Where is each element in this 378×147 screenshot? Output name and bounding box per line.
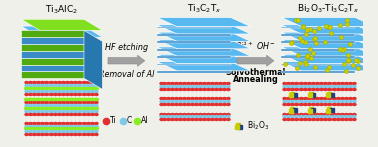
Polygon shape xyxy=(21,40,102,51)
Polygon shape xyxy=(281,25,375,34)
FancyArrow shape xyxy=(237,55,274,66)
Polygon shape xyxy=(21,58,84,65)
Polygon shape xyxy=(281,17,375,27)
Text: Ti$_3$AlC$_2$: Ti$_3$AlC$_2$ xyxy=(45,4,78,16)
Polygon shape xyxy=(157,56,231,58)
Polygon shape xyxy=(21,60,102,71)
Polygon shape xyxy=(21,44,84,51)
Text: Bi$^{3+}$ OH$^-$: Bi$^{3+}$ OH$^-$ xyxy=(235,40,276,52)
Polygon shape xyxy=(157,41,231,43)
Polygon shape xyxy=(281,56,355,58)
Polygon shape xyxy=(281,49,355,51)
Text: Ti$_3$C$_2$T$_x$: Ti$_3$C$_2$T$_x$ xyxy=(187,2,221,15)
Polygon shape xyxy=(21,19,102,30)
Polygon shape xyxy=(157,32,251,41)
Polygon shape xyxy=(157,27,231,29)
Text: Annealing: Annealing xyxy=(232,75,278,84)
Polygon shape xyxy=(157,62,251,71)
Polygon shape xyxy=(281,32,375,41)
Polygon shape xyxy=(21,51,84,58)
Polygon shape xyxy=(281,47,375,56)
Polygon shape xyxy=(21,71,84,78)
Polygon shape xyxy=(84,30,102,89)
Text: HF etching: HF etching xyxy=(105,44,148,52)
Text: Solvothermal: Solvothermal xyxy=(225,68,286,77)
FancyArrow shape xyxy=(108,55,145,66)
Polygon shape xyxy=(21,33,102,44)
Polygon shape xyxy=(157,64,231,65)
Polygon shape xyxy=(281,27,355,29)
Text: Removal of Al: Removal of Al xyxy=(99,70,154,79)
Polygon shape xyxy=(157,17,251,27)
Polygon shape xyxy=(21,30,84,37)
Polygon shape xyxy=(281,71,355,73)
Polygon shape xyxy=(21,65,84,71)
Polygon shape xyxy=(21,47,102,58)
Polygon shape xyxy=(157,34,231,36)
Polygon shape xyxy=(281,34,355,36)
Polygon shape xyxy=(157,49,231,51)
Text: C: C xyxy=(126,116,132,125)
Polygon shape xyxy=(157,71,231,73)
Polygon shape xyxy=(21,37,84,44)
Text: Bi$_2$O$_3$-Ti$_3$C$_2$T$_x$: Bi$_2$O$_3$-Ti$_3$C$_2$T$_x$ xyxy=(297,2,359,15)
Polygon shape xyxy=(281,62,375,71)
Polygon shape xyxy=(281,40,375,49)
Polygon shape xyxy=(157,40,251,49)
Polygon shape xyxy=(157,54,251,64)
Polygon shape xyxy=(281,41,355,43)
Polygon shape xyxy=(21,26,102,37)
Polygon shape xyxy=(157,25,251,34)
Polygon shape xyxy=(281,64,355,65)
Text: Bi$_2$O$_3$: Bi$_2$O$_3$ xyxy=(247,120,270,132)
Text: Al: Al xyxy=(141,116,149,125)
Text: Ti: Ti xyxy=(110,116,116,125)
Polygon shape xyxy=(157,47,251,56)
Polygon shape xyxy=(21,54,102,65)
Polygon shape xyxy=(281,54,375,64)
